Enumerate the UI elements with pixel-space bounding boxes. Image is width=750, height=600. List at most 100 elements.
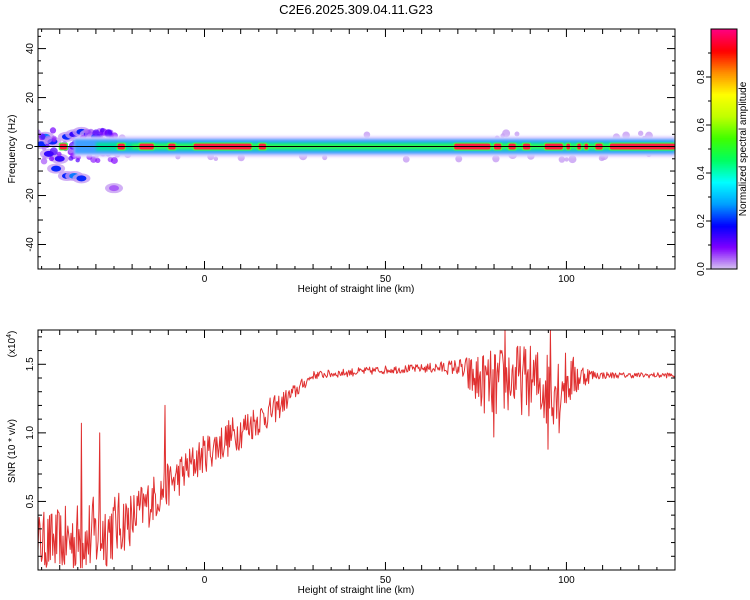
colorbar-cell: [711, 55, 737, 58]
colorbar-cell: [711, 41, 737, 44]
colorbar-cell: [711, 117, 737, 120]
noise-speckle: [38, 129, 41, 135]
colorbar-cell: [711, 31, 737, 34]
x-tick-label: 50: [380, 274, 392, 285]
band-fringe: [564, 157, 569, 162]
y-tick-label: -20: [25, 188, 36, 203]
spectrogram-x-ticks: 0 50 100: [41, 29, 676, 285]
colorbar-cell: [711, 141, 737, 144]
noise-speckle: [45, 143, 50, 148]
colorbar-cell: [711, 125, 737, 128]
noise-speckle: [68, 149, 73, 154]
noise-blob: [54, 155, 65, 162]
colorbar-cell: [711, 199, 737, 202]
colorbar-cell: [711, 151, 737, 154]
band-fringe: [492, 155, 500, 163]
colorbar-cell: [711, 77, 737, 80]
colorbar-cell: [711, 253, 737, 256]
colorbar-cell: [711, 229, 737, 232]
snr-x-ticks: 0 50 100: [41, 330, 676, 586]
colorbar-cell: [711, 51, 737, 54]
y-tick-label: 40: [25, 43, 36, 55]
colorbar-cell: [711, 265, 737, 268]
x-tick-label: 100: [558, 274, 575, 285]
colorbar-cell: [711, 147, 737, 150]
colorbar-cell: [711, 121, 737, 124]
colorbar-cell: [711, 267, 737, 270]
colorbar-cell: [711, 189, 737, 192]
colorbar-tick-label: 0.8: [696, 70, 707, 84]
snr-y-ticks: 0.5 1.0 1.5: [25, 336, 675, 557]
colorbar-cell: [711, 257, 737, 260]
colorbar-cell: [711, 57, 737, 60]
colorbar-cell: [711, 207, 737, 210]
x-tick-label: 50: [380, 575, 392, 586]
noise-speckle: [51, 137, 57, 143]
colorbar-tick-label: 0.6: [696, 118, 707, 132]
colorbar-cell: [711, 171, 737, 174]
colorbar-cell: [711, 119, 737, 122]
colorbar-cell: [711, 109, 737, 112]
colorbar-cell: [711, 145, 737, 148]
colorbar-cell: [711, 235, 737, 238]
y-tick-label: 1.5: [25, 357, 36, 371]
colorbar-cell: [711, 81, 737, 84]
colorbar-cell: [711, 47, 737, 50]
colorbar-cell: [711, 83, 737, 86]
spectrogram-image: [38, 126, 675, 194]
colorbar-cell: [711, 195, 737, 198]
noise-speckle: [49, 127, 57, 134]
colorbar-scale: [711, 29, 737, 270]
spectrogram-y-ticks: -40 -20 0 20 40: [25, 35, 675, 270]
spectrogram-axes-frame: [37, 28, 676, 270]
band-fringe: [558, 156, 566, 163]
colorbar-cell: [711, 159, 737, 162]
colorbar-cell: [711, 79, 737, 82]
colorbar-cell: [711, 233, 737, 236]
x-tick-label: 100: [558, 575, 575, 586]
colorbar-cell: [711, 249, 737, 252]
colorbar-cell: [711, 143, 737, 146]
colorbar-cell: [711, 219, 737, 222]
colorbar-cell: [711, 263, 737, 266]
colorbar-tick-label: 0.0: [696, 262, 707, 276]
y-tick-label: -40: [25, 237, 36, 252]
colorbar-cell: [711, 243, 737, 246]
colorbar-cell: [711, 97, 737, 100]
colorbar-cell: [711, 29, 737, 32]
colorbar-cell: [711, 99, 737, 102]
colorbar-cell: [711, 179, 737, 182]
colorbar-cell: [711, 95, 737, 98]
colorbar-tick-label: 0.4: [696, 166, 707, 180]
colorbar-cell: [711, 209, 737, 212]
noise-speckle: [110, 156, 118, 164]
band-fringe: [637, 130, 644, 137]
colorbar-cell: [711, 111, 737, 114]
colorbar-cell: [711, 53, 737, 56]
colorbar-cell: [711, 181, 737, 184]
colorbar-ticks: 0.0 0.2 0.4 0.6 0.8: [696, 52, 711, 276]
spectrogram-xlabel: Height of straight line (km): [298, 284, 415, 295]
colorbar-cell: [711, 221, 737, 224]
band-fringe: [402, 155, 410, 163]
noise-speckle: [95, 157, 101, 164]
colorbar-cell: [711, 37, 737, 40]
colorbar-cell: [711, 225, 737, 228]
colorbar-cell: [711, 131, 737, 134]
noise-speckle: [40, 157, 48, 165]
colorbar-cell: [711, 177, 737, 180]
colorbar-cell: [711, 157, 737, 160]
noise-speckle: [56, 151, 62, 157]
colorbar-cell: [711, 213, 737, 216]
colorbar-cell: [711, 85, 737, 88]
noise-speckle: [83, 128, 89, 134]
colorbar-cell: [711, 115, 737, 118]
noise-blob: [76, 175, 87, 182]
colorbar-cell: [711, 127, 737, 130]
colorbar-cell: [711, 89, 737, 92]
colorbar-cell: [711, 61, 737, 64]
colorbar-cell: [711, 63, 737, 66]
colorbar-cell: [711, 185, 737, 188]
snr-series-line: [38, 330, 675, 569]
